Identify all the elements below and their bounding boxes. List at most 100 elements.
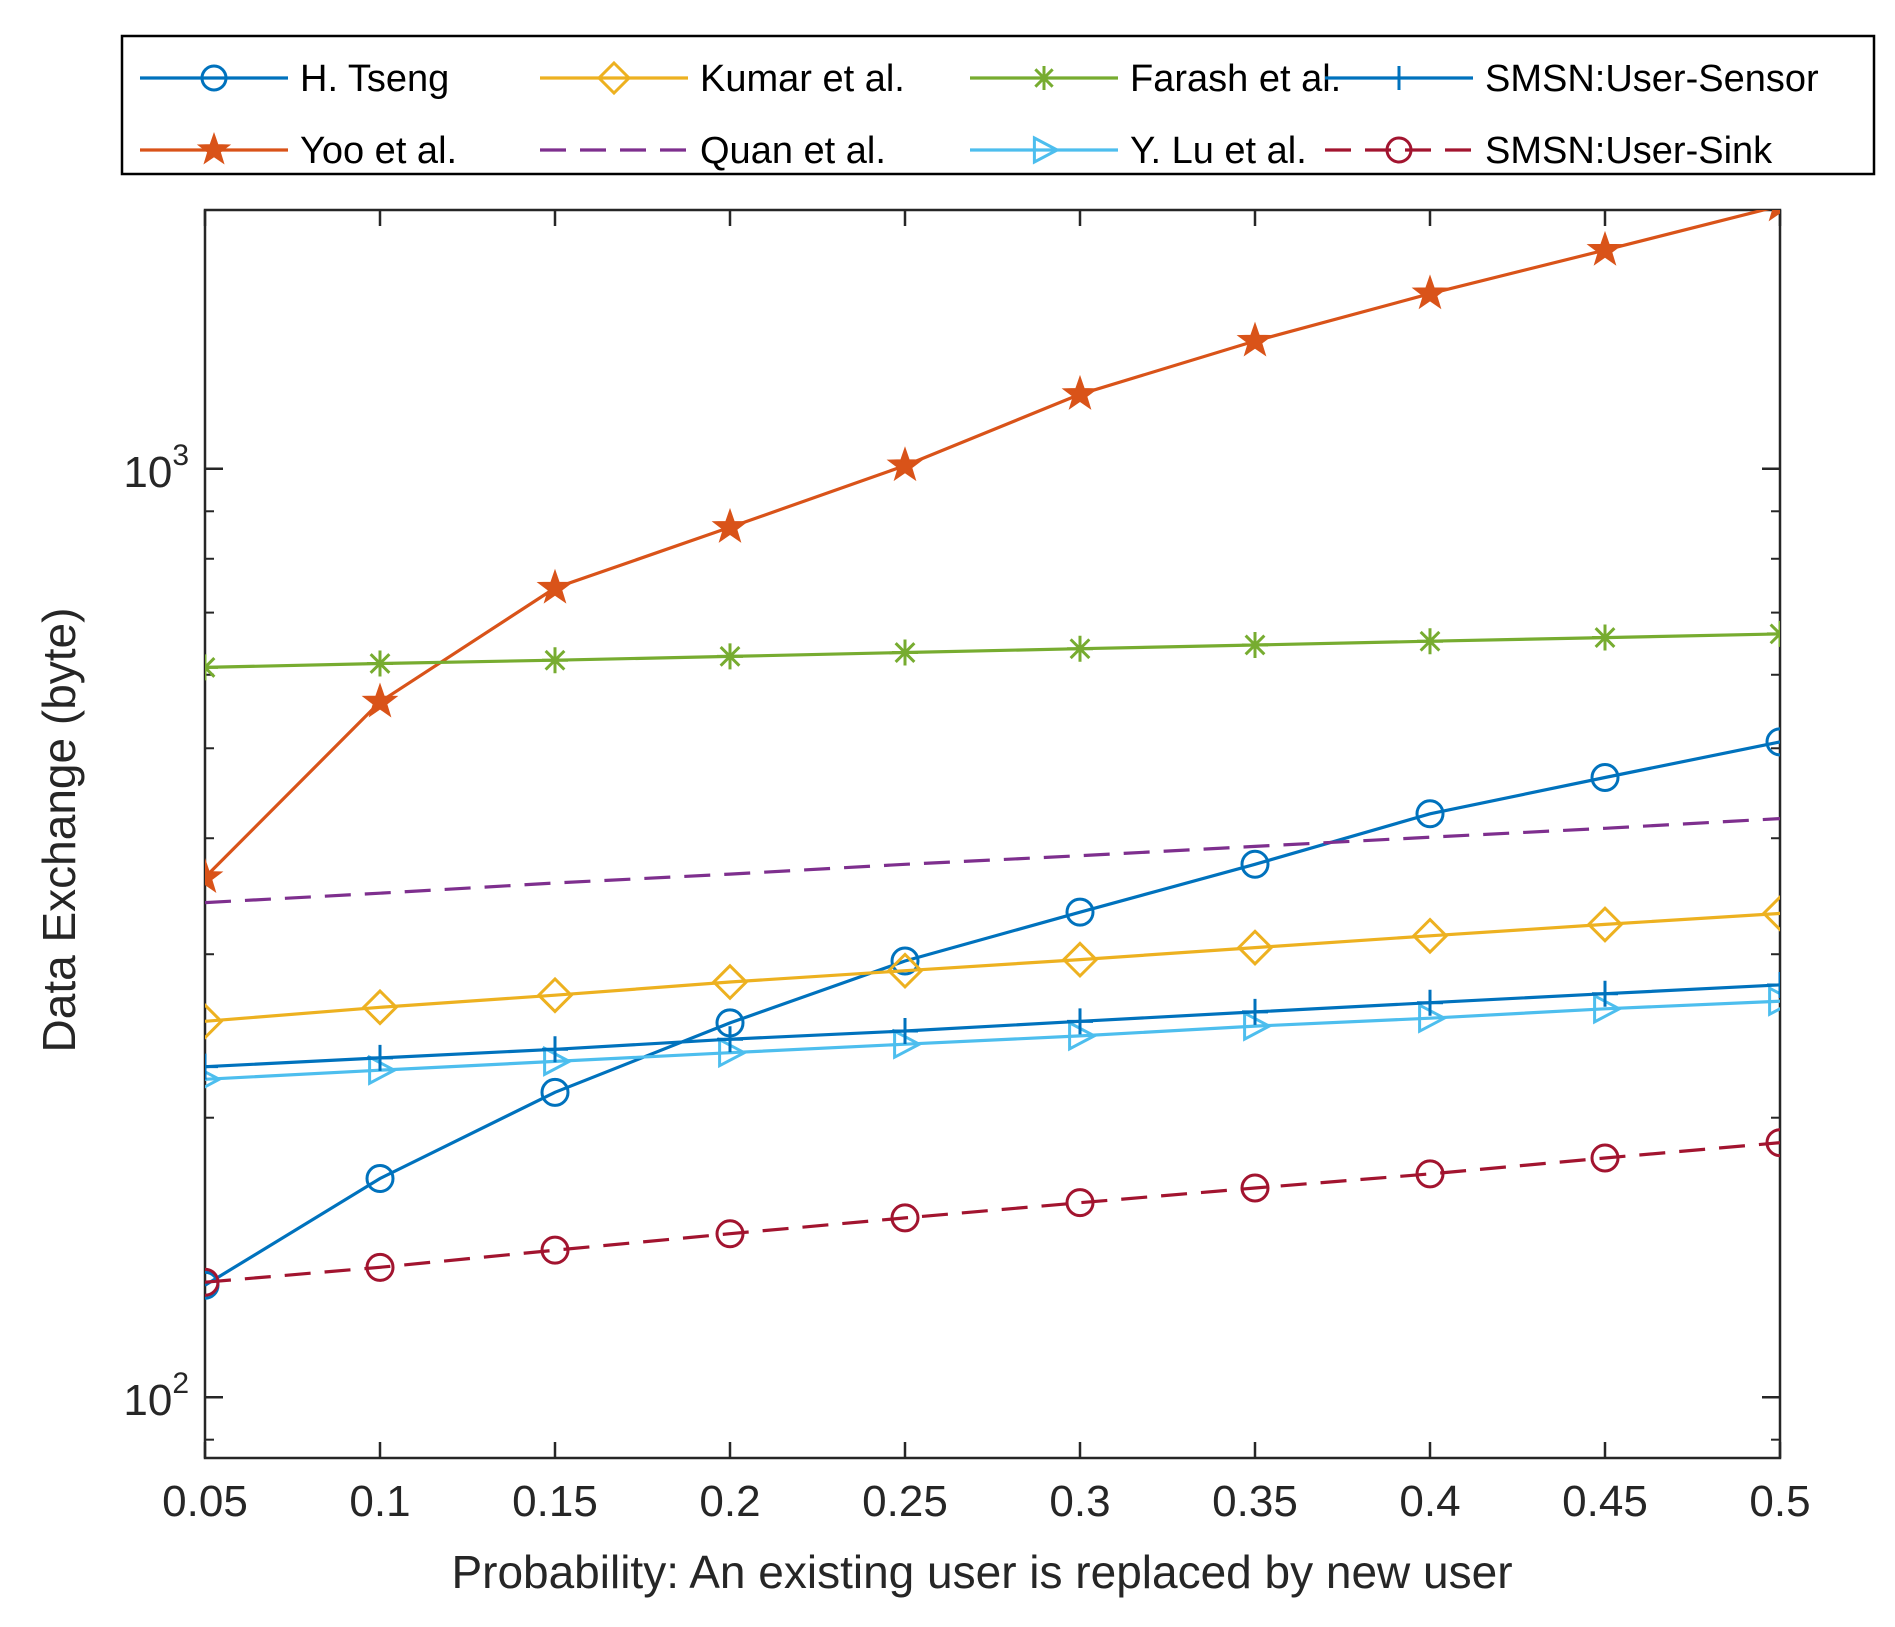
data-point [886, 952, 924, 990]
legend-label: Quan et al. [700, 130, 886, 172]
data-point [1065, 1188, 1095, 1218]
data-point [1236, 929, 1274, 966]
data-point [711, 507, 749, 543]
data-point [1586, 906, 1624, 943]
legend-marker [1385, 136, 1413, 164]
data-point [542, 1036, 568, 1063]
data-point [1586, 230, 1624, 266]
series-line [205, 817, 1780, 905]
data-point [1240, 1173, 1270, 1203]
data-point [542, 647, 568, 674]
data-point [365, 1252, 395, 1282]
series-line [205, 210, 1770, 879]
data-point [1417, 628, 1443, 655]
data-point [543, 1045, 573, 1077]
data-point [892, 1017, 918, 1044]
data-point [718, 1037, 748, 1069]
x-tick-label: 0.45 [1562, 1477, 1648, 1526]
legend-label: Y. Lu et al. [1130, 130, 1307, 172]
data-point [1590, 1143, 1620, 1173]
legend-label: SMSN:User-Sink [1485, 130, 1773, 172]
legend-label: Kumar et al. [700, 58, 905, 100]
x-tick-label: 0.25 [862, 1477, 948, 1526]
data-point [890, 946, 920, 976]
y-tick-label: 103 [123, 439, 189, 497]
series-7 [205, 1128, 1780, 1297]
data-point [1242, 631, 1268, 658]
legend-entry: H. Tseng [140, 58, 449, 100]
data-point [1417, 989, 1443, 1016]
series-line [205, 999, 1780, 1081]
series-line [205, 983, 1780, 1069]
data-point [540, 1235, 570, 1265]
data-point [1061, 374, 1099, 410]
x-axis-label: Probability: An existing user is replace… [451, 1546, 1512, 1598]
data-point [1418, 1002, 1448, 1034]
series-6 [205, 971, 1780, 1080]
plot-box [203, 208, 1782, 1460]
legend-entry: Quan et al. [540, 130, 886, 172]
data-point [205, 1053, 218, 1080]
x-tick-label: 0.3 [1049, 1477, 1110, 1526]
series-line [205, 1141, 1780, 1284]
legend: H. Tseng Yoo et al. Kumar et al. Quan et al… [120, 34, 1876, 176]
data-point [540, 1077, 570, 1107]
x-tick-label: 0.2 [699, 1477, 760, 1526]
data-point [1411, 917, 1449, 955]
series-2 [205, 894, 1780, 1040]
data-point [886, 446, 924, 482]
data-point [892, 639, 918, 666]
data-point [361, 682, 399, 718]
legend-marker [196, 131, 232, 165]
data-point [536, 568, 574, 604]
x-tick-label: 0.35 [1212, 1477, 1298, 1526]
data-point [365, 1164, 395, 1194]
data-point [1590, 763, 1620, 793]
data-point [1243, 1010, 1273, 1042]
series-line [205, 740, 1780, 1287]
x-tick-label: 0.05 [162, 1477, 248, 1526]
legend-entry: Y. Lu et al. [970, 130, 1307, 172]
x-tick-label: 0.5 [1749, 1477, 1810, 1526]
legend-entry: SMSN:User-Sensor [1325, 58, 1819, 100]
data-point [1065, 897, 1095, 927]
data-point [1768, 210, 1780, 222]
data-point [715, 1219, 745, 1249]
data-point [361, 988, 399, 1026]
y-tick-label: 102 [123, 1367, 189, 1425]
data-point [1593, 993, 1623, 1025]
legend-marker [1032, 66, 1056, 90]
data-point [1592, 980, 1618, 1007]
x-tick-label: 0.1 [349, 1477, 410, 1526]
data-point [893, 1028, 923, 1060]
data-point [205, 1267, 220, 1297]
series-line [205, 632, 1780, 669]
legend-marker [200, 64, 228, 92]
legend-marker [596, 60, 632, 96]
legend-label: H. Tseng [300, 58, 449, 100]
data-point [1761, 894, 1780, 932]
data-point [1415, 799, 1445, 829]
series-5 [205, 985, 1780, 1089]
legend-marker [1387, 66, 1411, 90]
data-point [367, 650, 393, 677]
x-tick-label: 0.4 [1399, 1477, 1460, 1526]
data-point [1067, 1008, 1093, 1035]
data-point [367, 1044, 393, 1071]
legend-label: Yoo et al. [300, 130, 457, 172]
series-line [205, 911, 1780, 1023]
data-point [890, 1203, 920, 1233]
legend-entry: SMSN:User-Sink [1325, 130, 1773, 172]
legend-entry: Yoo et al. [140, 130, 457, 172]
data-point [1061, 941, 1099, 979]
data-point [1415, 1159, 1445, 1189]
legend-label: Farash et al. [1130, 58, 1341, 100]
data-point [1240, 849, 1270, 879]
legend-entry: Kumar et al. [540, 58, 905, 100]
data-point [1592, 624, 1618, 651]
series-1 [205, 210, 1780, 893]
legend-entry: Farash et al. [970, 58, 1341, 100]
data-point [1411, 274, 1449, 310]
